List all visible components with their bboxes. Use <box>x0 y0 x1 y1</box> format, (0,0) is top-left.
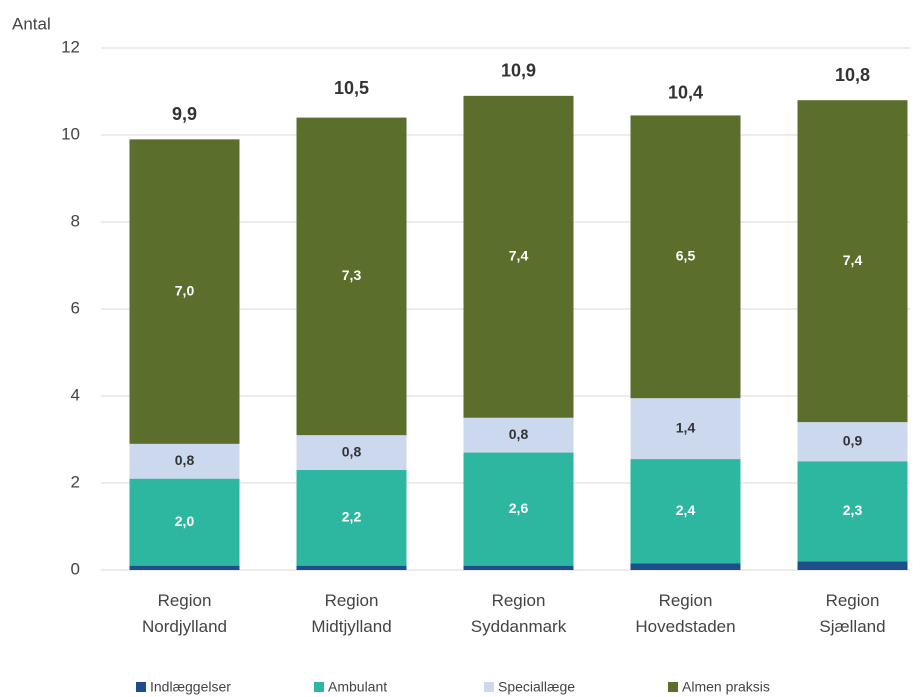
bar-segment <box>129 478 240 566</box>
total-label: 10,5 <box>334 78 369 98</box>
legend-swatch <box>484 682 494 692</box>
x-tick-label: Region Nordjylland <box>142 591 227 636</box>
y-tick-label: 4 <box>71 385 80 404</box>
legend-swatch <box>314 682 324 692</box>
bar-segment <box>630 398 741 460</box>
bar-segment <box>296 565 407 570</box>
total-label: 10,8 <box>835 65 870 85</box>
data-label: 0,8 <box>342 443 362 459</box>
data-label: 7,0 <box>175 282 195 298</box>
data-label: 0,9 <box>843 432 863 448</box>
total-label: 10,4 <box>668 82 703 102</box>
legend-label: Ambulant <box>328 679 387 695</box>
data-label: 0,8 <box>175 452 195 468</box>
total-label: 9,9 <box>172 104 197 124</box>
bar-segment <box>630 459 741 564</box>
data-label: 7,4 <box>509 248 529 264</box>
data-label: 1,4 <box>676 419 696 435</box>
x-tick-label: Region Midtjylland <box>311 591 391 636</box>
bar-segment <box>296 435 407 470</box>
y-tick-label: 10 <box>61 124 80 143</box>
bar-segment <box>463 417 574 453</box>
data-label: 2,0 <box>175 513 195 529</box>
bar-segment <box>129 139 240 444</box>
x-tick-label: Region Sjælland <box>819 591 885 636</box>
data-label: 2,4 <box>676 502 696 518</box>
legend-label: Indlæggelser <box>150 679 231 695</box>
legend-swatch <box>136 682 146 692</box>
bar-segment <box>630 115 741 399</box>
x-tick-label: Region Hovedstaden <box>635 591 735 636</box>
y-tick-label: 0 <box>71 559 80 578</box>
data-label: 0,8 <box>509 426 529 442</box>
legend-swatch <box>668 682 678 692</box>
data-label: 6,5 <box>676 248 696 264</box>
data-label: 2,3 <box>843 502 863 518</box>
bar-segment <box>630 563 741 570</box>
bar-segment <box>797 422 908 462</box>
bar-segment <box>797 461 908 562</box>
legend-label: Speciallæge <box>498 679 575 695</box>
data-label: 2,6 <box>509 500 529 516</box>
y-tick-label: 12 <box>61 37 80 56</box>
bar-segment <box>463 452 574 566</box>
data-label: 7,3 <box>342 267 362 283</box>
data-label: 2,2 <box>342 509 362 525</box>
bar-segment <box>296 117 407 436</box>
y-tick-label: 2 <box>71 472 80 491</box>
y-tick-label: 8 <box>71 211 80 230</box>
bar-segment <box>797 100 908 423</box>
bar-segment <box>296 469 407 566</box>
data-label: 7,4 <box>843 252 863 268</box>
y-tick-label: 6 <box>71 298 80 317</box>
bar-segment <box>129 443 240 479</box>
bar-segment <box>129 565 240 570</box>
legend-label: Almen praksis <box>682 679 770 695</box>
total-label: 10,9 <box>501 61 536 81</box>
y-axis-label: Antal <box>12 14 51 33</box>
bar-segment <box>463 95 574 418</box>
bar-segment <box>797 561 908 570</box>
x-tick-label: Region Syddanmark <box>471 591 567 636</box>
bar-segment <box>463 565 574 570</box>
